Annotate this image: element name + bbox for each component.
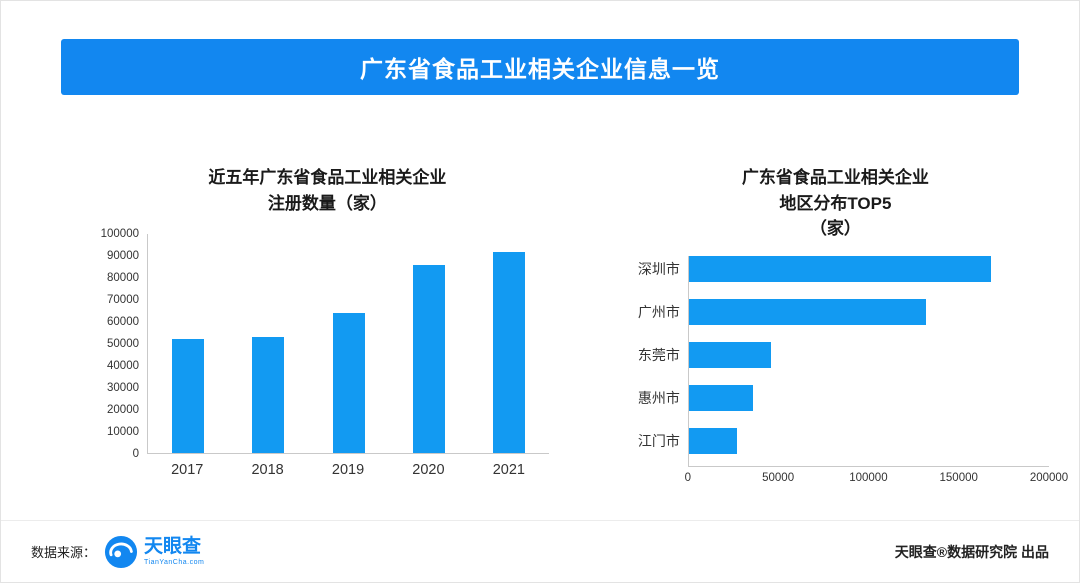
bar-东莞市: [687, 341, 771, 368]
hbar-row: 惠州市: [622, 384, 1049, 411]
title-banner: 广东省食品工业相关企业信息一览: [61, 39, 1019, 95]
y-tick-label: 60000: [107, 316, 139, 328]
bar-slot: [469, 234, 549, 453]
y-tick-label: 70000: [107, 294, 139, 306]
right-x-axis: 0 50000 100000 150000 200000: [684, 465, 1068, 488]
x-category-label: 2018: [251, 462, 284, 478]
city-label: 广州市: [637, 303, 680, 320]
x-tick-label: 50000: [762, 471, 795, 484]
bar-slot: [228, 234, 308, 453]
city-label: 深圳市: [637, 260, 680, 277]
tianyancha-logo: 天眼查 TianYanCha.com: [104, 535, 204, 569]
left-plot-area: [147, 234, 549, 454]
y-tick-label: 30000: [107, 382, 139, 394]
y-tick-label: 80000: [107, 272, 139, 284]
bar-slot: [389, 234, 469, 453]
data-source: 数据来源： 天眼查 TianYanCha.com: [31, 535, 204, 569]
bar-2019: [332, 312, 365, 453]
page-title: 广东省食品工业相关企业信息一览: [360, 56, 720, 82]
right-plot-area: 深圳市广州市东莞市惠州市江门市 0 50000 100000 150000 200000: [622, 255, 1068, 488]
x-tick-label: 150000: [939, 471, 978, 484]
x-category-label: 2021: [492, 462, 525, 478]
bar-track: [687, 255, 1049, 282]
y-tick-label: 20000: [107, 404, 139, 416]
bar-slot: [308, 234, 388, 453]
left-y-axis: 0 10000 20000 30000 40000 50000 60000 70000 8000…: [89, 228, 147, 460]
left-x-axis-labels: 2017 2018 2019 2020 2021: [147, 462, 549, 478]
x-category-label: 2017: [171, 462, 204, 478]
hbar-row: 东莞市: [622, 341, 1049, 368]
right-bar-rows: 深圳市广州市东莞市惠州市江门市: [622, 255, 1049, 454]
region-top5-chart: 广东省食品工业相关企业 地区分布TOP5 （家） 深圳市广州市东莞市惠州市江门市…: [622, 165, 1068, 520]
source-label: 数据来源：: [31, 545, 97, 560]
bar-江门市: [687, 427, 737, 454]
charts-row: 近五年广东省食品工业相关企业 注册数量（家） 0 10000 20000 30000 4…: [1, 95, 1079, 520]
bar-2020: [412, 264, 445, 453]
producer-credit: 天眼查®数据研究院 出品: [894, 543, 1049, 560]
x-category-label: 2020: [412, 462, 445, 478]
y-tick-label: 40000: [107, 360, 139, 372]
bar-深圳市: [687, 255, 992, 282]
hbar-row: 广州市: [622, 298, 1049, 325]
bar-slot: [148, 234, 228, 453]
left-plot-wrap: 0 10000 20000 30000 40000 50000 60000 70000 8000…: [89, 228, 566, 460]
bar-2021: [492, 251, 525, 453]
y-tick-label: 50000: [107, 338, 139, 350]
bar-2018: [252, 336, 285, 453]
y-tick-label: 10000: [107, 426, 139, 438]
y-tick-label: 90000: [107, 250, 139, 262]
right-y-axis-line: [687, 255, 689, 466]
logo-name: 天眼查: [144, 536, 202, 557]
bar-惠州市: [687, 384, 753, 411]
bar-track: [687, 341, 1049, 368]
logo-domain: TianYanCha.com: [144, 559, 205, 566]
x-tick-label: 0: [684, 471, 692, 484]
x-tick-label: 100000: [849, 471, 888, 484]
right-chart-title: 广东省食品工业相关企业 地区分布TOP5 （家）: [741, 168, 929, 238]
footer: 数据来源： 天眼查 TianYanCha.com 天眼查®数据研究院 出品: [1, 520, 1079, 582]
logo-text: 天眼查 TianYanCha.com: [144, 537, 204, 566]
city-label: 江门市: [637, 432, 680, 449]
left-chart-title: 近五年广东省食品工业相关企业 注册数量（家）: [208, 168, 447, 213]
city-label: 东莞市: [637, 346, 680, 363]
bar-2017: [172, 339, 205, 453]
bar-track: [687, 427, 1049, 454]
x-tick-label: 200000: [1029, 471, 1069, 484]
hbar-row: 江门市: [622, 427, 1049, 454]
city-label: 惠州市: [637, 389, 680, 406]
y-tick-label: 100000: [100, 228, 139, 240]
tianyancha-logo-icon: [104, 535, 138, 568]
registration-count-chart: 近五年广东省食品工业相关企业 注册数量（家） 0 10000 20000 30000 4…: [89, 165, 566, 520]
x-category-label: 2019: [331, 462, 365, 478]
hbar-row: 深圳市: [622, 255, 1049, 282]
y-tick-label: 0: [132, 448, 139, 460]
bar-track: [687, 384, 1049, 411]
bar-track: [687, 298, 1049, 325]
bar-广州市: [687, 298, 927, 325]
